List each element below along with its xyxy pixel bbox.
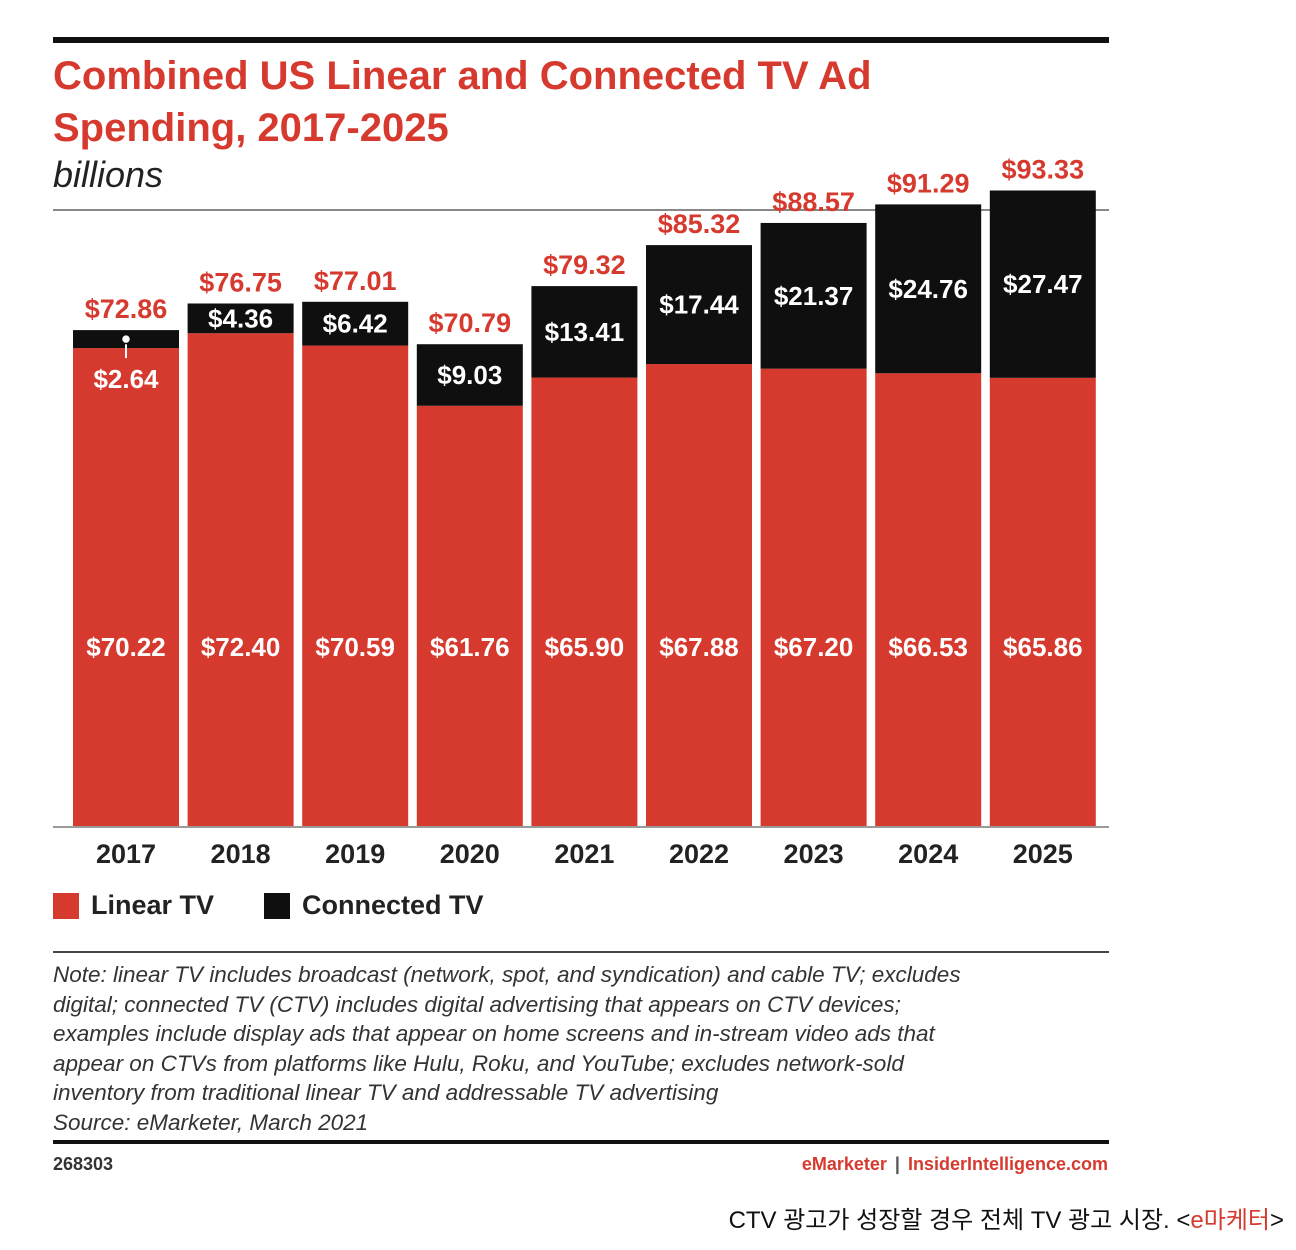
bar-linear-tv: [989, 377, 1096, 827]
bar-label-linear-tv: $65.90: [545, 632, 625, 662]
connected-tv-leader-dot: [120, 333, 132, 345]
note-line: digital; connected TV (CTV) includes dig…: [53, 991, 901, 1017]
bar-label-total: $88.57: [772, 187, 855, 217]
note-line: examples include display ads that appear…: [53, 1021, 935, 1046]
legend-swatch-connected-tv: [264, 892, 291, 919]
bar-label-linear-tv: $61.76: [430, 632, 510, 662]
bar-label-linear-tv: $72.40: [201, 632, 281, 662]
x-tick-label: 2019: [325, 839, 385, 869]
image-caption: CTV 광고가 성장할 경우 전체 TV 광고 시장. <e마케터>: [729, 1200, 1284, 1235]
bar-label-total: $79.32: [543, 250, 626, 280]
bar-label-linear-tv: $65.86: [1003, 632, 1083, 662]
chart-note: Note: linear TV includes broadcast (netw…: [53, 960, 1109, 1137]
bar-label-connected-tv: $6.42: [323, 309, 388, 339]
legend-item-connected-tv: Connected TV: [264, 890, 484, 921]
bar-label-linear-tv: $67.88: [659, 632, 739, 662]
bar-connected-tv: [416, 344, 523, 406]
legend-label-linear-tv: Linear TV: [91, 890, 215, 920]
legend-label-connected-tv: Connected TV: [302, 890, 484, 920]
x-tick-label: 2020: [440, 839, 500, 869]
brand-footer: eMarketer | InsiderIntelligence.com: [802, 1154, 1108, 1175]
note-rule: [53, 951, 1109, 953]
bar-label-connected-tv: $4.36: [208, 303, 273, 333]
note-line: Note: linear TV includes broadcast (netw…: [53, 962, 961, 987]
stacked-bar-chart: $70.22 $2.64 $72.86 2017 $72.40 $4.36 $76.75 20…: [53, 154, 1109, 869]
bar-connected-tv: [875, 204, 982, 374]
bar-linear-tv: [302, 345, 409, 827]
bar-label-total: $85.32: [658, 209, 741, 239]
bar-linear-tv: [646, 364, 752, 827]
x-tick-label: 2021: [554, 839, 614, 869]
bottom-rule: [53, 1140, 1109, 1144]
x-tick-label: 2025: [1013, 839, 1073, 869]
legend-swatch-linear-tv: [53, 892, 79, 919]
bar-connected-tv: [646, 245, 752, 365]
bar-label-linear-tv: $70.59: [315, 632, 395, 662]
bar-label-connected-tv: $13.41: [545, 317, 625, 347]
legend: Linear TV Connected TV: [53, 890, 534, 921]
bar-label-connected-tv: $2.64: [93, 364, 159, 394]
bar-label-total: $77.01: [314, 266, 397, 296]
bar-label-connected-tv: $17.44: [659, 290, 739, 320]
chart-id: 268303: [53, 1154, 114, 1174]
bar-connected-tv: [187, 303, 294, 334]
brand-insider-intelligence: InsiderIntelligence.com: [907, 1154, 1108, 1174]
bar-connected-tv: [760, 222, 867, 369]
bar-connected-tv: [989, 190, 1096, 378]
brand-separator: |: [894, 1154, 900, 1174]
subtitle-rule: [53, 209, 1109, 211]
bar-label-linear-tv: $70.22: [86, 632, 166, 662]
bar-linear-tv: [531, 377, 638, 827]
bar-label-linear-tv: $67.20: [774, 632, 854, 662]
title-line-1: Combined US Linear and Connected TV Ad: [53, 54, 872, 98]
note-line: inventory from traditional linear TV and…: [53, 1080, 719, 1105]
note-line: appear on CTVs from platforms like Hulu,…: [53, 1050, 904, 1076]
bar-linear-tv: [875, 373, 982, 827]
bar-label-connected-tv: $21.37: [774, 281, 854, 311]
bar-label-connected-tv: $24.76: [888, 274, 968, 304]
bar-linear-tv: [187, 333, 294, 827]
legend-item-linear-tv: Linear TV: [53, 890, 214, 921]
bar-linear-tv: [73, 348, 179, 827]
bar-label-total: $91.29: [887, 168, 970, 198]
note-source: Source: eMarketer, March 2021: [53, 1109, 369, 1135]
bar-connected-tv: [531, 286, 638, 378]
top-rule: [53, 37, 1109, 43]
caption-source-link[interactable]: e마케터: [1190, 1207, 1270, 1234]
x-tick-label: 2023: [784, 839, 844, 869]
bar-label-total: $70.79: [429, 308, 512, 338]
bar-label-linear-tv: $66.53: [888, 632, 968, 662]
bar-label-total: $93.33: [1002, 154, 1085, 184]
caption-text: CTV 광고가 성장할 경우 전체 TV 광고 시장. <: [728, 1207, 1191, 1234]
chart-title: Combined US Linear and Connected TV Ad S…: [53, 50, 1053, 154]
bar-label-total: $76.75: [199, 267, 282, 297]
bar-linear-tv: [416, 405, 523, 827]
bar-connected-tv: [302, 301, 409, 346]
chart-subtitle: billions: [53, 154, 164, 195]
x-tick-label: 2022: [669, 839, 729, 869]
title-line-2: Spending, 2017-2025: [53, 106, 449, 150]
bar-linear-tv: [760, 368, 867, 827]
caption-close: >: [1269, 1207, 1284, 1234]
brand-emarketer: eMarketer: [801, 1154, 887, 1174]
x-tick-label: 2017: [96, 839, 156, 869]
x-tick-label: 2024: [898, 839, 958, 869]
x-tick-label: 2018: [211, 839, 271, 869]
bar-label-connected-tv: $9.03: [437, 360, 502, 390]
bar-label-connected-tv: $27.47: [1003, 269, 1083, 299]
bar-label-total: $72.86: [85, 294, 168, 324]
